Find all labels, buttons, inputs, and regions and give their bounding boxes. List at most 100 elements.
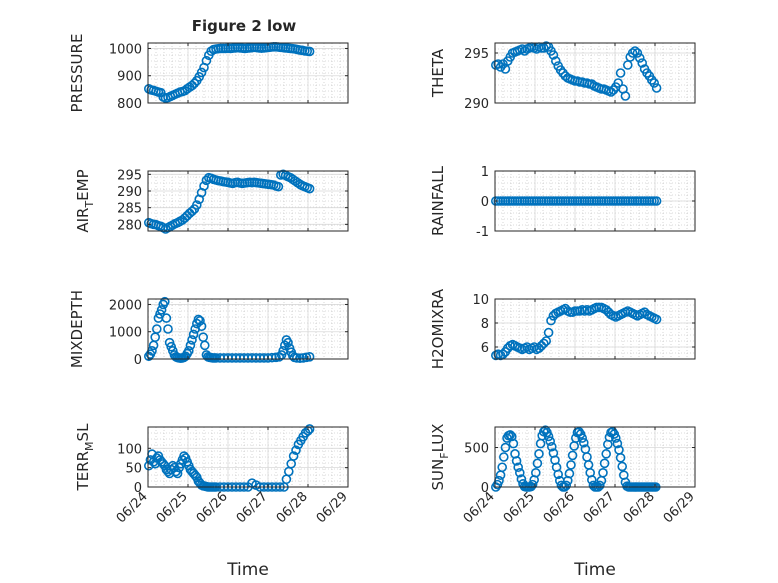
data-point bbox=[184, 346, 194, 356]
data-point bbox=[546, 441, 557, 452]
y-tick-label: 290 bbox=[117, 185, 142, 200]
data-point bbox=[601, 304, 612, 315]
x-axis-label: Time bbox=[226, 560, 269, 580]
data-point bbox=[561, 480, 572, 491]
y-tick-label: 50 bbox=[125, 462, 142, 477]
y-tick-label: 290 bbox=[464, 97, 489, 112]
data-point bbox=[578, 437, 589, 448]
data-point bbox=[630, 46, 640, 56]
y-tick-label: 0 bbox=[134, 353, 142, 368]
data-point bbox=[511, 456, 522, 466]
data-point bbox=[620, 91, 631, 101]
data-point bbox=[196, 321, 207, 332]
y-tick-label: 0 bbox=[481, 195, 489, 210]
data-point bbox=[200, 340, 210, 351]
figure-title: Figure 2 low bbox=[192, 17, 297, 35]
data-point bbox=[498, 59, 508, 69]
data-point bbox=[534, 343, 544, 354]
data-point bbox=[295, 353, 305, 363]
data-point bbox=[188, 329, 199, 340]
y-axis-label: THETA bbox=[429, 48, 447, 98]
data-point bbox=[594, 480, 605, 491]
y-tick-label: 0 bbox=[134, 481, 142, 496]
data-point bbox=[530, 467, 541, 478]
data-point bbox=[564, 468, 575, 479]
data-point bbox=[291, 353, 302, 363]
data-point bbox=[283, 337, 293, 348]
data-point bbox=[187, 80, 197, 91]
data-point bbox=[538, 338, 549, 349]
data-point bbox=[505, 430, 516, 440]
axes-box bbox=[494, 426, 696, 488]
x-axis-label: Time bbox=[573, 560, 616, 580]
data-point bbox=[548, 50, 559, 60]
data-point bbox=[288, 451, 299, 461]
data-point bbox=[598, 467, 608, 478]
data-point bbox=[196, 67, 207, 78]
data-point bbox=[560, 71, 571, 81]
data-point bbox=[632, 48, 643, 58]
y-tick-label: 295 bbox=[464, 47, 489, 62]
data-point bbox=[513, 462, 524, 473]
y-tick-label: 800 bbox=[117, 97, 142, 112]
series-pressure bbox=[144, 42, 315, 103]
data-point bbox=[304, 46, 315, 57]
y-tick-label: 100 bbox=[117, 442, 142, 457]
data-point bbox=[152, 324, 162, 334]
data-point bbox=[649, 78, 660, 88]
data-point bbox=[500, 442, 511, 453]
data-point bbox=[651, 196, 662, 206]
data-point bbox=[577, 433, 588, 443]
data-point bbox=[536, 340, 547, 351]
data-point bbox=[613, 78, 624, 88]
axes-box bbox=[147, 426, 349, 488]
data-point bbox=[634, 53, 645, 63]
data-point bbox=[185, 340, 196, 351]
axes-box bbox=[494, 42, 696, 104]
series-theta bbox=[490, 41, 662, 101]
data-point bbox=[610, 433, 621, 443]
axes-mixdepth: 0 1000 2000 MIXDEPTH bbox=[68, 290, 349, 368]
axes-pressure: 800 900 1000 PRESSURE bbox=[68, 34, 349, 113]
data-point bbox=[519, 46, 530, 56]
data-point bbox=[161, 313, 172, 323]
data-point bbox=[543, 431, 554, 442]
data-point bbox=[527, 479, 538, 490]
data-point bbox=[567, 450, 578, 461]
series-mixdepth bbox=[144, 296, 315, 363]
y-tick-label: -1 bbox=[476, 225, 489, 240]
data-point bbox=[606, 87, 616, 97]
y-axis-label: RAINFALL bbox=[429, 165, 447, 236]
data-point bbox=[637, 58, 648, 68]
data-point bbox=[199, 181, 209, 191]
data-point bbox=[195, 316, 205, 326]
axes-rainfall: -1 0 1 RAINFALL bbox=[429, 165, 696, 240]
y-axis-label: MIXDEPTH bbox=[68, 290, 86, 368]
axes-theta: 290 295 THETA bbox=[429, 41, 696, 112]
series-rainfall bbox=[490, 196, 662, 206]
series-h2omixra bbox=[490, 302, 662, 361]
data-point bbox=[550, 56, 561, 66]
data-point bbox=[566, 460, 576, 470]
data-point bbox=[304, 424, 315, 434]
data-point bbox=[651, 314, 662, 325]
axes-box bbox=[147, 298, 349, 360]
data-point bbox=[163, 324, 173, 334]
data-point bbox=[541, 336, 552, 346]
y-axis-label: PRESSURE bbox=[68, 34, 86, 113]
data-point bbox=[497, 462, 508, 473]
y-axis-label: H2OMIXRA bbox=[429, 288, 447, 369]
data-point bbox=[189, 78, 200, 89]
data-point bbox=[599, 458, 610, 469]
y-tick-label: 285 bbox=[117, 202, 142, 217]
data-point bbox=[273, 181, 284, 192]
data-point bbox=[187, 335, 197, 345]
data-point bbox=[172, 468, 183, 479]
data-point bbox=[498, 349, 508, 360]
data-point bbox=[160, 296, 170, 307]
y-tick-label: 8 bbox=[481, 317, 489, 332]
data-point bbox=[292, 177, 303, 188]
series-terr_msl bbox=[144, 424, 315, 492]
